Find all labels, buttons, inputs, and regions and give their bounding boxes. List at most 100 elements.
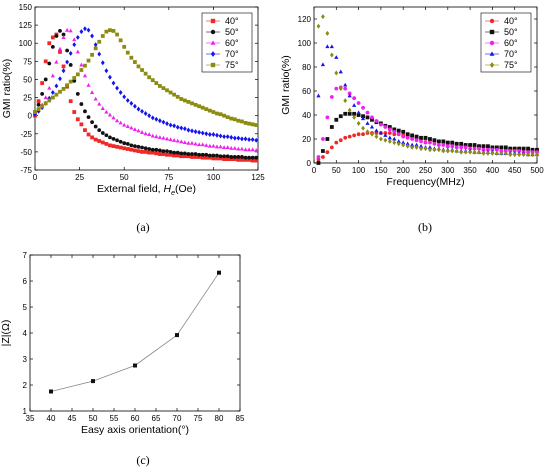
x-tick-label: 0	[33, 173, 38, 182]
data-point	[129, 147, 134, 152]
panel-caption: (b)	[418, 220, 432, 234]
y-tick-label: 25	[23, 94, 32, 103]
data-point	[441, 139, 446, 144]
data-point	[182, 126, 187, 132]
legend-label: 60°	[504, 38, 518, 48]
data-point	[240, 157, 244, 162]
legend-box	[201, 12, 253, 73]
data-point	[512, 152, 517, 158]
data-point	[243, 147, 248, 152]
x-tick-label: 150	[374, 166, 388, 175]
data-point	[207, 155, 212, 160]
y-axis-label: |Z|(Ω)	[0, 320, 12, 347]
data-point	[240, 155, 244, 159]
data-point	[243, 121, 248, 125]
data-point	[143, 71, 148, 76]
data-point	[414, 144, 419, 150]
data-point	[419, 135, 423, 140]
data-point	[499, 145, 504, 150]
data-point	[75, 92, 80, 96]
x-tick-label: 300	[441, 166, 455, 175]
data-point	[122, 141, 127, 146]
data-point	[211, 153, 216, 158]
data-point	[168, 137, 173, 142]
data-point	[418, 143, 424, 148]
data-point	[154, 151, 159, 156]
data-point	[419, 146, 423, 152]
legend-marker	[210, 51, 216, 57]
data-point	[490, 145, 495, 150]
data-point	[133, 144, 137, 148]
data-point	[211, 110, 216, 114]
data-point	[172, 138, 177, 142]
data-point	[414, 138, 419, 143]
data-point	[218, 156, 223, 161]
y-tick-label: 4	[23, 329, 28, 338]
data-point	[419, 139, 423, 144]
data-point	[254, 123, 259, 127]
data-point	[232, 157, 237, 162]
data-point	[68, 50, 73, 56]
data-point	[122, 146, 127, 151]
data-point	[40, 104, 45, 109]
data-point	[172, 153, 177, 158]
data-point	[246, 147, 252, 152]
x-tick-label: 450	[508, 166, 522, 175]
data-point	[157, 152, 162, 156]
data-point	[329, 95, 334, 99]
x-axis-label-subscript: e	[171, 190, 175, 197]
data-point	[133, 363, 137, 368]
data-point	[232, 145, 237, 150]
data-point	[54, 83, 59, 89]
data-point	[83, 63, 87, 68]
data-point	[90, 120, 94, 125]
data-point	[104, 142, 109, 146]
data-point	[441, 148, 446, 154]
data-point	[396, 128, 401, 133]
data-point	[387, 135, 392, 140]
data-point	[535, 152, 539, 158]
data-point	[508, 149, 513, 153]
y-tick-label: 0	[307, 159, 312, 168]
data-point	[43, 101, 48, 106]
data-point	[503, 145, 508, 150]
data-point	[356, 120, 361, 126]
data-point	[68, 63, 73, 67]
data-point	[114, 118, 120, 123]
data-point	[150, 78, 155, 83]
data-point	[481, 147, 486, 152]
data-point	[122, 44, 127, 49]
data-point	[204, 131, 209, 137]
x-axis-label: External field, He(Oe)	[97, 183, 196, 197]
data-point	[93, 46, 98, 51]
data-point	[164, 136, 170, 141]
x-tick-label: 200	[397, 166, 411, 175]
data-point	[468, 143, 472, 147]
data-point	[190, 152, 194, 156]
data-point	[139, 130, 145, 134]
data-point	[463, 145, 468, 150]
x-tick-label: 250	[419, 166, 433, 175]
y-axis-label: GMI ratio(%)	[1, 59, 13, 119]
data-point	[321, 149, 325, 153]
data-point	[370, 117, 374, 122]
data-point	[61, 35, 66, 39]
data-point	[57, 46, 63, 51]
data-point	[154, 116, 159, 122]
y-tick-label: 75	[23, 57, 32, 66]
data-point	[129, 100, 134, 106]
data-point	[218, 112, 223, 117]
data-point	[494, 150, 499, 156]
data-point	[36, 107, 41, 112]
data-point	[179, 139, 184, 144]
data-point	[43, 77, 48, 82]
data-point	[383, 137, 388, 143]
data-point	[320, 62, 326, 67]
data-point	[352, 103, 357, 107]
y-tick-label: 100	[19, 39, 33, 48]
x-axis-label-symbol: H	[164, 183, 172, 195]
data-point	[83, 128, 87, 133]
data-point	[401, 129, 406, 134]
data-point	[125, 50, 130, 55]
data-point	[428, 140, 432, 145]
